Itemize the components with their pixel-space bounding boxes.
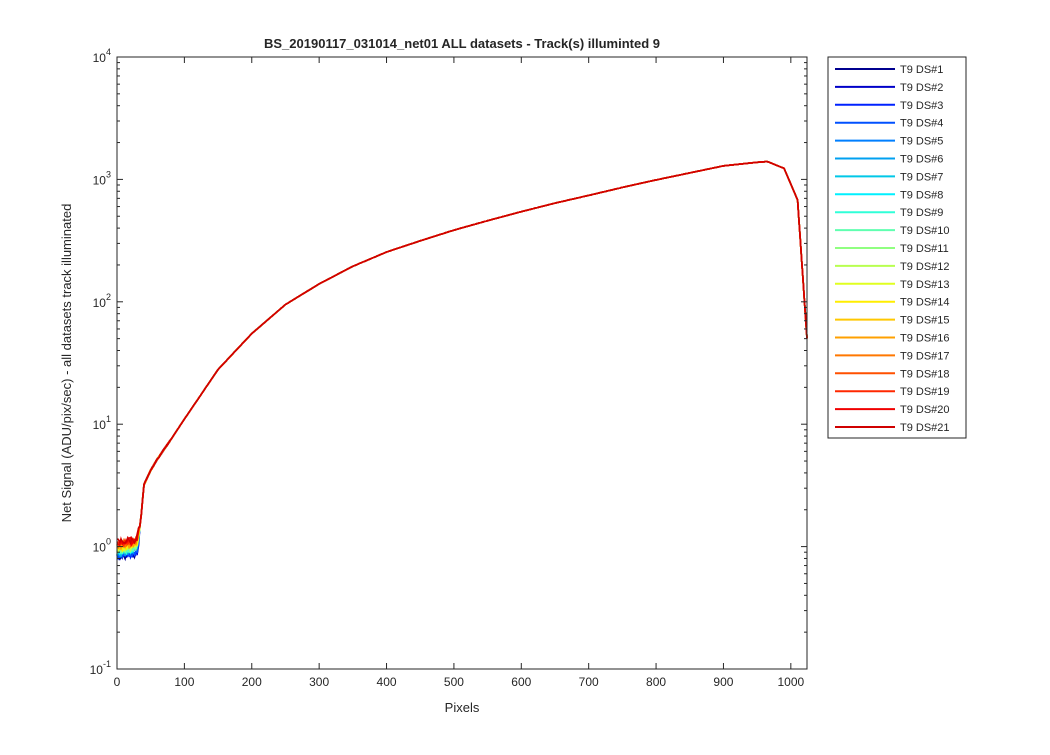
legend-label: T9 DS#3 [900,100,943,112]
y-tick-exponent: 2 [106,292,111,302]
chart-title: BS_20190117_031014_net01 ALL datasets - … [264,36,660,51]
x-tick-label: 500 [444,675,464,689]
legend-label: T9 DS#11 [900,243,949,255]
legend-label: T9 DS#1 [900,64,943,76]
x-tick-label: 100 [174,675,194,689]
y-tick-base: 10 [93,296,107,310]
y-tick-label: 10-1 [90,659,111,677]
x-tick-label: 300 [309,675,329,689]
legend-label: T9 DS#21 [900,422,950,434]
y-tick-exponent: 3 [106,169,111,179]
plot-frame [116,56,808,670]
y-tick-base: 10 [93,541,107,555]
x-tick-label: 700 [579,675,599,689]
legend-label: T9 DS#9 [900,207,943,219]
legend-label: T9 DS#14 [900,297,950,309]
y-tick-base: 10 [93,173,107,187]
y-axis-label: Net Signal (ADU/pix/sec) - all datasets … [59,204,74,523]
y-tick-exponent: -1 [103,659,111,669]
y-tick-label: 102 [93,292,111,310]
y-tick-base: 10 [93,418,107,432]
legend-label: T9 DS#4 [900,118,943,130]
y-tick-base: 10 [90,663,104,677]
y-tick-exponent: 1 [106,414,111,424]
legend-label: T9 DS#12 [900,261,950,273]
x-tick-label: 1000 [777,675,804,689]
x-tick-label: 600 [511,675,531,689]
y-tick-base: 10 [93,51,107,65]
series-line-ds21 [116,160,808,546]
plot-background [117,57,807,669]
legend-label: T9 DS#8 [900,189,943,201]
series-layer [116,160,808,562]
legend-label: T9 DS#10 [900,225,950,237]
legend-label: T9 DS#6 [900,154,943,166]
x-tick-label: 900 [713,675,733,689]
legend-label: T9 DS#15 [900,315,950,327]
x-axis: 0 100 200 300 400 500 600 700 800 900 1000 [114,57,804,689]
y-tick-label: 101 [93,414,111,432]
legend-label: T9 DS#20 [900,404,950,416]
y-tick-label: 103 [93,169,111,187]
x-tick-label: 400 [377,675,397,689]
legend-label: T9 DS#7 [900,171,943,183]
x-tick-label: 800 [646,675,666,689]
y-tick-exponent: 4 [106,47,111,57]
x-tick-label: 0 [114,675,121,689]
legend-label: T9 DS#18 [900,368,950,380]
legend: T9 DS#1 T9 DS#2 T9 DS#3 T9 DS#4 T9 DS#5 T9 DS… [827,56,967,439]
legend-label: T9 DS#16 [900,333,950,345]
x-axis-label: Pixels [445,700,480,715]
y-tick-exponent: 0 [106,537,111,547]
legend-label: T9 DS#2 [900,82,943,94]
legend-label: T9 DS#13 [900,279,950,291]
x-tick-label: 200 [242,675,262,689]
legend-label: T9 DS#5 [900,136,943,148]
y-tick-label: 104 [93,47,111,65]
legend-label: T9 DS#17 [900,350,950,362]
legend-label: T9 DS#19 [900,386,950,398]
y-tick-label: 100 [93,537,111,555]
